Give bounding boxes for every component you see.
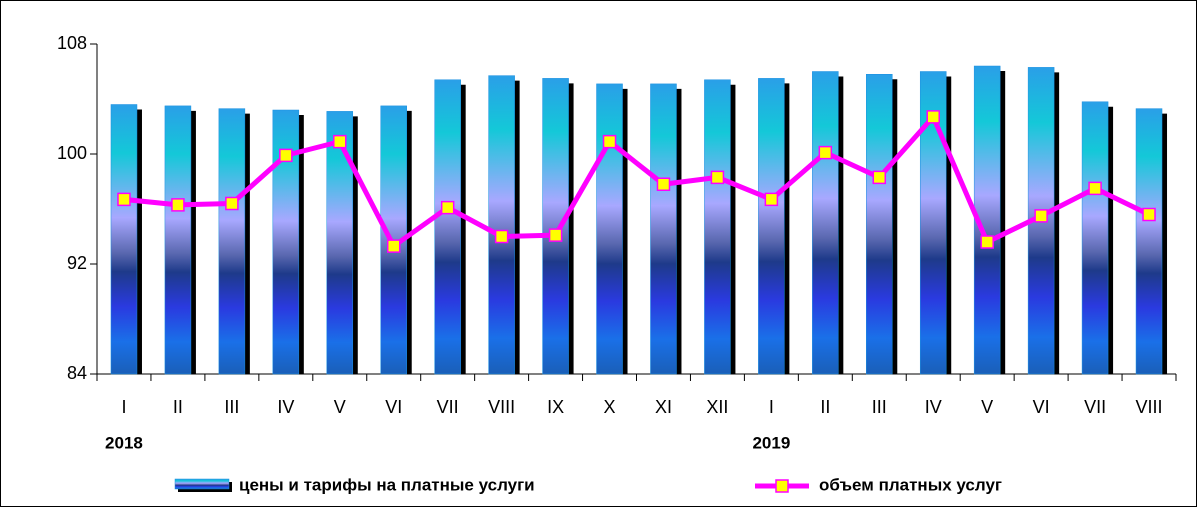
marker: [386, 239, 401, 253]
x-tick-label: IV: [277, 397, 294, 417]
x-tick-label: IV: [925, 397, 942, 417]
x-tick-label: VII: [437, 397, 459, 417]
bar: [758, 78, 785, 375]
x-tick-label: VI: [385, 397, 402, 417]
x-tick-label: III: [224, 397, 239, 417]
x-tick-label: X: [604, 397, 616, 417]
x-tick-label: VII: [1084, 397, 1106, 417]
bar: [812, 71, 839, 375]
legend-label: объем платных услуг: [819, 475, 1002, 494]
marker: [494, 229, 509, 244]
marker: [710, 170, 725, 185]
x-tick-label: I: [121, 397, 126, 417]
y-tick-label: 108: [57, 33, 87, 53]
x-tick-label: V: [334, 397, 346, 417]
y-tick-label: 84: [67, 363, 87, 383]
marker: [656, 177, 671, 191]
x-tick-label: III: [872, 397, 887, 417]
x-tick-label: V: [981, 397, 993, 417]
year-label: 2018: [105, 433, 143, 452]
bar: [110, 104, 138, 375]
x-tick-label: VI: [1033, 397, 1050, 417]
x-tick-label: VIII: [488, 397, 515, 417]
x-tick-label: II: [173, 397, 183, 417]
marker: [225, 196, 239, 211]
bar: [488, 75, 515, 375]
marker: [1034, 209, 1048, 223]
legend-label: цены и тарифы на платные услуги: [239, 475, 535, 494]
x-tick-label: I: [769, 397, 774, 417]
x-tick-label: XI: [655, 397, 672, 417]
marker: [171, 198, 185, 212]
bar: [164, 105, 192, 375]
bar: [326, 111, 354, 375]
y-tick-label: 100: [57, 143, 87, 163]
x-tick-label: IX: [547, 397, 564, 417]
legend-marker: [775, 479, 789, 493]
x-tick-label: VIII: [1136, 397, 1163, 417]
x-tick-label: II: [820, 397, 830, 417]
marker: [333, 134, 347, 149]
bar: [866, 74, 893, 375]
marker: [1088, 181, 1102, 196]
marker: [1142, 207, 1156, 222]
y-tick-label: 92: [67, 253, 87, 273]
marker: [440, 200, 455, 215]
year-label: 2019: [752, 433, 790, 452]
marker: [548, 228, 563, 242]
line: [123, 114, 1151, 249]
bar: [1135, 108, 1163, 375]
bar: [704, 79, 731, 375]
marker: [117, 192, 131, 207]
bar: [596, 83, 623, 375]
bar: [542, 78, 569, 375]
bar: [1081, 101, 1109, 375]
marker: [818, 145, 833, 160]
marker: [872, 170, 887, 185]
marker: [602, 134, 617, 149]
x-tick-label: XII: [706, 397, 728, 417]
bar: [218, 108, 246, 375]
marker: [980, 235, 994, 249]
bar: [434, 79, 461, 375]
marker: [279, 148, 293, 163]
bar: [650, 83, 677, 375]
legend-swatch: [174, 478, 230, 490]
marker: [926, 110, 940, 124]
marker: [764, 192, 779, 207]
